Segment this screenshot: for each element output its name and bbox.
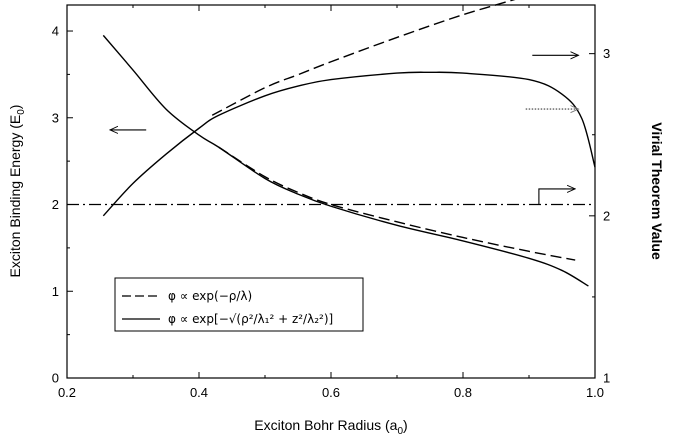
series-virial-solid <box>102 71 596 217</box>
tick-labels: 0.2 0.4 0.6 0.8 1.0 0 1 2 3 4 1 2 3 <box>52 24 610 400</box>
x-tick-label: 0.6 <box>322 385 340 400</box>
legend-label-solid: φ ∝ exp[−√(ρ²/λ₁² + z²/λ₂²)] <box>168 312 333 326</box>
x-tick-label: 0.2 <box>58 385 76 400</box>
y-right-tick-label: 1 <box>603 371 610 386</box>
ticks-layer <box>66 5 596 379</box>
y-left-tick-label: 0 <box>52 371 59 386</box>
y-axis-left-title: Exciton Binding Energy (E0) <box>7 105 27 278</box>
series-virial-dashed <box>211 0 516 116</box>
y-left-tick-label: 4 <box>52 24 59 39</box>
legend-box <box>114 277 364 332</box>
series-binding-dashed <box>218 146 576 261</box>
legend-label-dashed: φ ∝ exp(−ρ/λ) <box>168 289 252 303</box>
y-axis-right-title: Virial Theorem Value <box>649 122 665 260</box>
x-axis-title: Exciton Bohr Radius (a0) <box>254 417 407 437</box>
y-left-tick-label: 1 <box>52 284 59 299</box>
y-left-tick-label: 2 <box>52 197 59 212</box>
series-binding-solid <box>102 34 589 287</box>
legend: φ ∝ exp(−ρ/λ) φ ∝ exp[−√(ρ²/λ₁² + z²/λ₂²… <box>114 277 364 332</box>
arrow-right-bent <box>538 189 575 205</box>
y-right-tick-label: 2 <box>603 208 610 223</box>
x-tick-label: 0.4 <box>190 385 208 400</box>
series-layer <box>67 0 596 287</box>
y-left-tick-label: 3 <box>52 110 59 125</box>
x-tick-label: 0.8 <box>454 385 472 400</box>
x-tick-label: 1.0 <box>586 385 604 400</box>
y-right-tick-label: 3 <box>603 46 610 61</box>
